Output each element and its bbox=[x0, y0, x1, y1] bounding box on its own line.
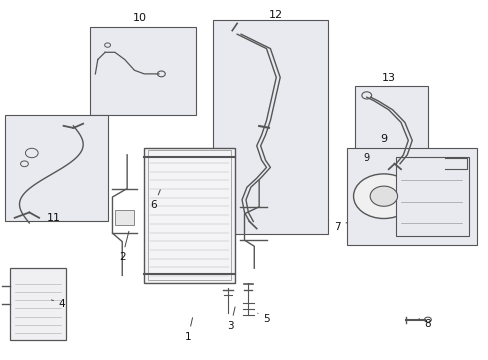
Text: 13: 13 bbox=[381, 73, 395, 83]
Text: 12: 12 bbox=[269, 10, 283, 20]
FancyBboxPatch shape bbox=[148, 150, 230, 280]
FancyBboxPatch shape bbox=[354, 86, 427, 171]
Text: 9: 9 bbox=[363, 153, 369, 163]
FancyBboxPatch shape bbox=[115, 210, 134, 225]
Text: 8: 8 bbox=[418, 319, 430, 329]
Text: 3: 3 bbox=[227, 307, 235, 331]
FancyBboxPatch shape bbox=[395, 157, 468, 236]
Text: 6: 6 bbox=[150, 190, 160, 210]
FancyBboxPatch shape bbox=[5, 115, 107, 221]
FancyBboxPatch shape bbox=[10, 268, 66, 340]
Text: 10: 10 bbox=[132, 13, 146, 23]
FancyBboxPatch shape bbox=[90, 27, 195, 115]
Text: 11: 11 bbox=[47, 213, 61, 223]
Text: 5: 5 bbox=[257, 313, 269, 324]
FancyBboxPatch shape bbox=[346, 148, 476, 245]
Text: 7: 7 bbox=[333, 222, 346, 232]
Circle shape bbox=[353, 174, 413, 219]
Text: 1: 1 bbox=[184, 318, 192, 342]
FancyBboxPatch shape bbox=[144, 148, 234, 283]
Text: 9: 9 bbox=[380, 134, 386, 144]
FancyBboxPatch shape bbox=[212, 20, 327, 234]
Text: 2: 2 bbox=[119, 231, 129, 262]
Text: 4: 4 bbox=[51, 299, 65, 309]
Circle shape bbox=[369, 186, 397, 206]
